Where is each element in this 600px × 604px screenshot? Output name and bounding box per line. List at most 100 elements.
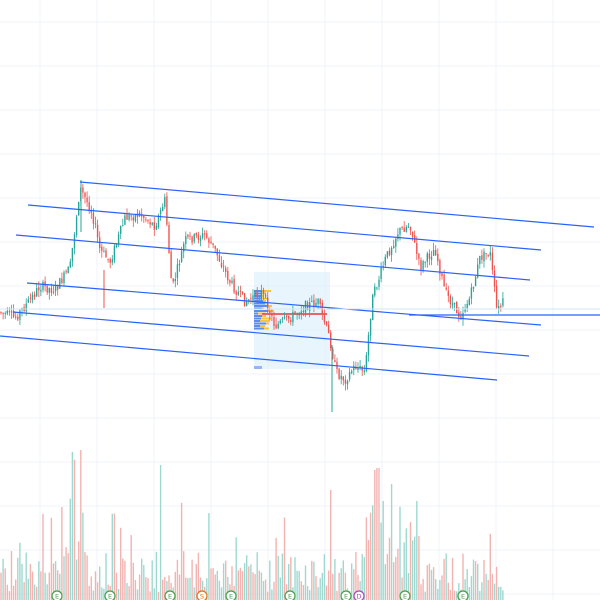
volume-bar	[351, 563, 353, 600]
volume-bar	[21, 563, 23, 600]
volume-bar	[407, 573, 410, 600]
candle-body	[353, 365, 355, 371]
volume-bar	[174, 571, 176, 600]
volume-bar	[344, 572, 347, 600]
volume-bar	[390, 484, 393, 600]
volume-bar	[262, 581, 265, 600]
volume-bar	[44, 572, 46, 600]
volume-bar	[239, 567, 242, 600]
trend-channel-drawings[interactable]	[0, 181, 600, 381]
candle-body	[424, 262, 426, 264]
candle-body	[183, 243, 185, 252]
volume-profile-row	[254, 295, 262, 297]
trend-channel-line[interactable]	[79, 181, 595, 228]
event-marker-label: E	[229, 593, 233, 601]
candle-body	[145, 219, 147, 221]
volume-bar	[342, 560, 344, 600]
volume-bar	[426, 565, 428, 600]
candle-body	[403, 227, 405, 232]
candle-body	[344, 379, 347, 384]
candle-body	[124, 215, 126, 225]
volume-bar	[435, 579, 437, 600]
volume-bar	[456, 591, 458, 600]
volume-bar	[466, 569, 468, 600]
volume-bar	[279, 577, 281, 600]
candle-body	[195, 233, 197, 236]
candle-body	[117, 234, 120, 244]
candle-body	[237, 292, 239, 296]
candle-body	[479, 255, 481, 265]
candle-body	[122, 225, 124, 226]
candle-body	[59, 278, 61, 289]
candle-body	[294, 311, 296, 314]
candle-body	[157, 215, 160, 228]
volume-bar	[46, 584, 48, 600]
candle-body	[319, 299, 321, 304]
volume-bar	[210, 568, 212, 600]
candle-body	[327, 324, 330, 334]
candle-body	[313, 299, 315, 307]
candle-body	[113, 245, 116, 261]
volume-bar	[500, 586, 502, 600]
volume-bars	[0, 450, 504, 600]
candle-body	[134, 214, 137, 222]
volume-bar	[430, 569, 433, 600]
candle-body	[243, 293, 246, 307]
candle-body	[388, 250, 391, 255]
trend-channel-line[interactable]	[12, 311, 530, 357]
volume-profile-row	[254, 297, 262, 300]
candle-body	[491, 252, 494, 270]
volume-profile-row	[263, 300, 266, 302]
volume-bar	[313, 561, 315, 600]
volume-bar	[92, 590, 95, 600]
candle-body	[340, 375, 342, 379]
candle-body	[285, 315, 288, 317]
candle-body	[151, 222, 153, 225]
candle-body	[311, 301, 313, 302]
candle-body	[162, 207, 164, 211]
candle-body	[172, 278, 174, 282]
candle-body	[256, 291, 258, 298]
candle-body	[300, 311, 302, 315]
candle-body	[201, 233, 204, 238]
candle-body	[86, 197, 88, 203]
candle-body	[252, 295, 254, 301]
trend-channel-line[interactable]	[0, 335, 498, 381]
candles	[0, 180, 504, 412]
volume-bar	[29, 564, 32, 600]
volume-bar	[88, 585, 90, 600]
volume-bar	[451, 557, 454, 600]
volume-profile[interactable]	[254, 272, 330, 369]
volume-bar	[321, 572, 323, 600]
volume-bar	[414, 536, 416, 600]
volume-bar	[420, 584, 422, 600]
volume-bar	[288, 564, 290, 600]
candle-body	[367, 335, 370, 356]
candle-body	[273, 316, 275, 326]
trend-channel-line[interactable]	[15, 234, 531, 281]
candle-body	[174, 279, 176, 282]
volume-bar	[332, 573, 334, 600]
volume-bar	[458, 583, 460, 600]
candle-body	[325, 321, 328, 326]
candle-body	[483, 251, 485, 262]
volume-bar	[277, 555, 279, 600]
event-marker-label: E	[288, 593, 292, 601]
volume-bar	[38, 561, 40, 600]
volume-profile-row	[262, 297, 268, 300]
volume-bar	[260, 572, 263, 600]
candle-body	[220, 262, 223, 267]
volume-profile-row	[267, 305, 272, 307]
volume-bar	[353, 569, 355, 600]
candle-body	[63, 272, 65, 284]
volume-bar	[126, 583, 128, 600]
trend-channel-line[interactable]	[26, 282, 542, 326]
candle-body	[36, 288, 38, 297]
trend-channel-line[interactable]	[27, 204, 542, 251]
volume-bar	[479, 591, 481, 600]
candle-body	[27, 299, 29, 303]
volume-bar	[275, 537, 277, 600]
